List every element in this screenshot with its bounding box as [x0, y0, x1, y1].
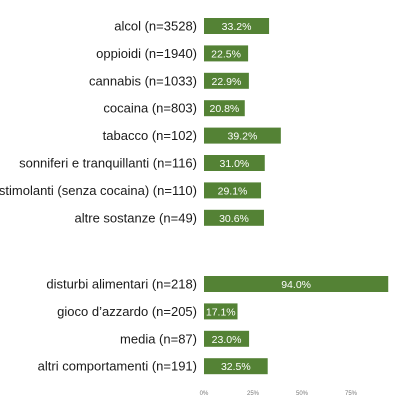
- bar-value-label: 29.1%: [218, 185, 248, 197]
- x-tick-label: 50%: [296, 391, 309, 396]
- category-label: oppioidi (n=1940): [96, 46, 197, 61]
- bar-value-label: 22.5%: [211, 48, 241, 60]
- bar-value-label: 17.1%: [206, 306, 236, 318]
- category-label: stimolanti (senza cocaina) (n=110): [0, 183, 197, 198]
- bar-value-label: 33.2%: [222, 21, 252, 33]
- category-label: cannabis (n=1033): [89, 73, 197, 88]
- x-tick-label: 0%: [200, 391, 209, 396]
- bar: [204, 72, 249, 89]
- bar: [204, 303, 238, 320]
- bar-value-label: 32.5%: [221, 361, 251, 373]
- bar-value-label: 30.6%: [219, 213, 249, 225]
- category-label: alcol (n=3528): [114, 19, 197, 34]
- bar: [204, 209, 264, 226]
- bar-value-label: 20.8%: [209, 103, 239, 115]
- category-label: altri comportamenti (n=191): [38, 359, 197, 374]
- bar: [204, 276, 389, 292]
- bar: [204, 45, 249, 62]
- bar-value-label: 39.2%: [228, 131, 258, 143]
- bar: [204, 182, 262, 199]
- bar: [204, 100, 245, 117]
- category-label: disturbi alimentari (n=218): [46, 277, 197, 292]
- bar-value-label: 23.0%: [212, 334, 242, 346]
- bar-value-label: 22.9%: [212, 76, 242, 88]
- category-label: media (n=87): [120, 331, 197, 346]
- category-label: cocaina (n=803): [103, 101, 197, 116]
- bar: [204, 155, 265, 171]
- category-label: altre sostanze (n=49): [75, 210, 197, 225]
- bar: [204, 358, 268, 375]
- bar-value-label: 31.0%: [219, 158, 249, 170]
- bar: [204, 330, 250, 347]
- x-tick-label: 75%: [345, 391, 358, 396]
- category-label: tabacco (n=102): [103, 128, 197, 143]
- category-label: gioco d’azzardo (n=205): [57, 304, 197, 319]
- bar-value-label: 94.0%: [281, 279, 311, 291]
- x-tick-label: 25%: [247, 391, 260, 396]
- category-label: sonniferi e tranquillanti (n=116): [19, 156, 197, 171]
- bar: [204, 18, 270, 34]
- bar: [204, 127, 281, 144]
